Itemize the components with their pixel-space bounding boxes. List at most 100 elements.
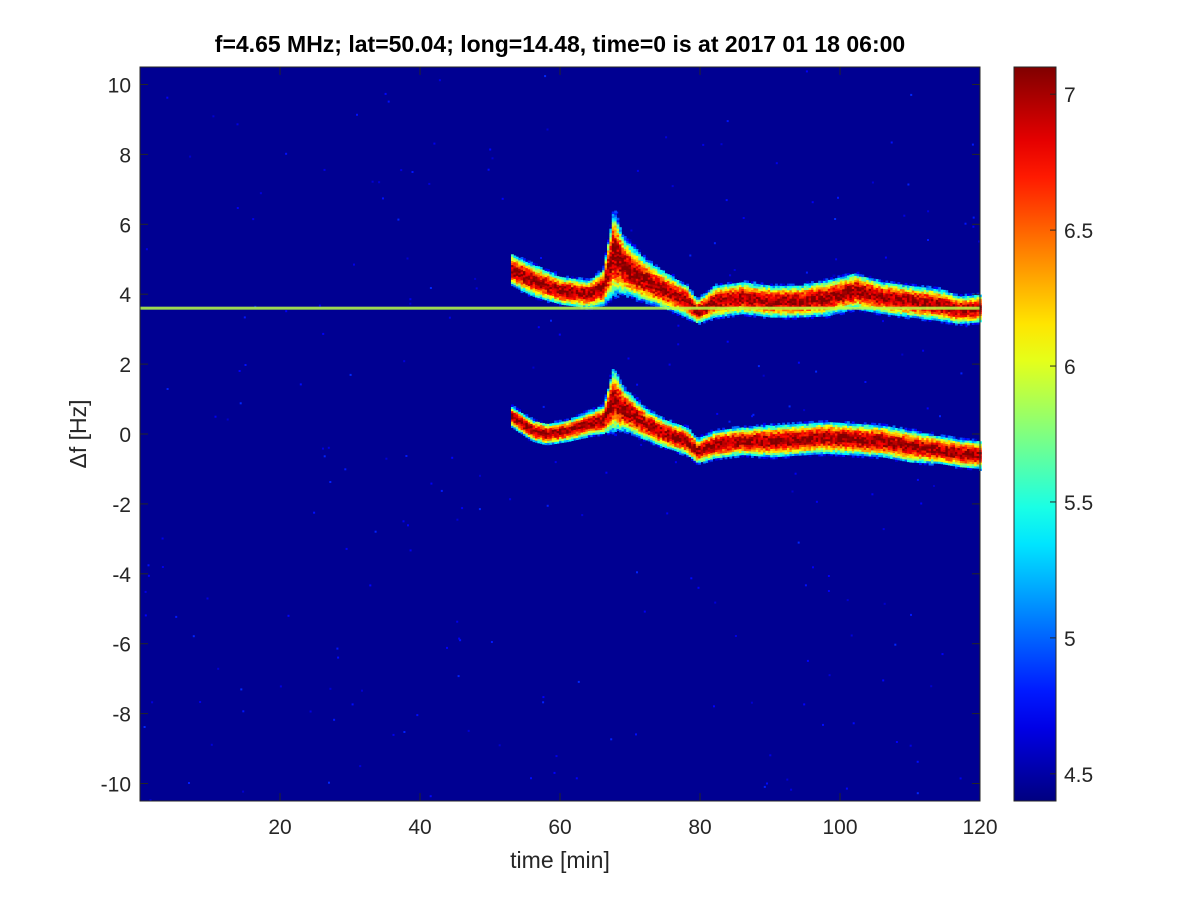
noise-cell bbox=[537, 326, 540, 329]
noise-cell bbox=[630, 229, 633, 232]
heatmap-cell bbox=[921, 314, 925, 317]
heatmap-cell bbox=[527, 438, 531, 442]
heatmap-cell bbox=[657, 277, 661, 281]
heatmap-cell bbox=[693, 308, 697, 312]
heatmap-cell bbox=[628, 258, 632, 261]
heatmap-cell bbox=[691, 454, 694, 457]
heatmap-cell bbox=[535, 290, 538, 294]
heatmap-cell bbox=[527, 436, 531, 440]
heatmap-cell bbox=[566, 275, 569, 279]
heatmap-cell bbox=[686, 427, 689, 430]
heatmap-cell bbox=[583, 427, 586, 430]
heatmap-cell bbox=[650, 300, 653, 304]
heatmap-cell bbox=[515, 269, 519, 272]
heatmap-cell bbox=[753, 315, 757, 318]
heatmap-cell bbox=[693, 304, 697, 307]
heatmap-cell bbox=[847, 283, 850, 286]
heatmap-cell bbox=[554, 435, 557, 438]
heatmap-cell bbox=[911, 311, 915, 314]
heatmap-cell bbox=[748, 283, 752, 286]
heatmap-cell bbox=[537, 436, 541, 440]
heatmap-cell bbox=[863, 283, 867, 286]
heatmap-cell bbox=[556, 434, 560, 438]
heatmap-cell bbox=[580, 304, 584, 308]
heatmap-cell bbox=[803, 300, 807, 303]
heatmap-cell bbox=[808, 293, 812, 297]
heatmap-cell bbox=[626, 247, 629, 250]
heatmap-cell bbox=[743, 284, 747, 287]
heatmap-cell bbox=[619, 250, 622, 253]
heatmap-cell bbox=[539, 277, 543, 280]
heatmap-cell bbox=[971, 318, 975, 321]
heatmap-cell bbox=[621, 276, 625, 279]
heatmap-cell bbox=[911, 313, 915, 316]
noise-cell bbox=[882, 679, 885, 682]
heatmap-cell bbox=[614, 225, 617, 228]
heatmap-cell bbox=[669, 438, 673, 442]
heatmap-cell bbox=[619, 229, 622, 232]
heatmap-cell bbox=[611, 280, 615, 284]
heatmap-cell bbox=[515, 277, 519, 281]
heatmap-cell bbox=[611, 373, 615, 376]
heatmap-cell bbox=[511, 260, 514, 263]
heatmap-cell bbox=[803, 304, 807, 307]
heatmap-cell bbox=[921, 295, 925, 298]
heatmap-cell bbox=[623, 403, 627, 406]
heatmap-cell bbox=[849, 299, 853, 303]
heatmap-cell bbox=[633, 288, 637, 291]
heatmap-cell bbox=[619, 283, 622, 287]
heatmap-cell bbox=[727, 288, 730, 291]
heatmap-cell bbox=[511, 262, 514, 266]
heatmap-cell bbox=[842, 299, 845, 302]
heatmap-cell bbox=[566, 290, 569, 293]
heatmap-cell bbox=[611, 429, 615, 433]
heatmap-cell bbox=[767, 293, 771, 297]
heatmap-cell bbox=[686, 444, 689, 447]
heatmap-cell bbox=[933, 294, 937, 298]
heatmap-cell bbox=[880, 279, 884, 283]
heatmap-cell bbox=[724, 435, 728, 439]
heatmap-cell bbox=[729, 298, 733, 301]
heatmap-cell bbox=[623, 277, 627, 281]
heatmap-cell bbox=[607, 277, 610, 280]
heatmap-cell bbox=[866, 302, 869, 306]
heatmap-cell bbox=[645, 289, 649, 292]
heatmap-cell bbox=[520, 261, 524, 264]
heatmap-cell bbox=[765, 301, 769, 305]
heatmap-cell bbox=[782, 298, 785, 301]
heatmap-cell bbox=[719, 314, 723, 317]
heatmap-cell bbox=[679, 287, 682, 290]
heatmap-cell bbox=[604, 407, 608, 410]
heatmap-cell bbox=[659, 416, 663, 419]
heatmap-cell bbox=[859, 295, 862, 298]
heatmap-cell bbox=[717, 436, 721, 440]
heatmap-cell bbox=[597, 413, 601, 416]
heatmap-cell bbox=[837, 294, 841, 297]
heatmap-cell bbox=[849, 278, 853, 282]
heatmap-cell bbox=[686, 302, 689, 306]
heatmap-cell bbox=[813, 312, 817, 315]
heatmap-cell bbox=[883, 282, 886, 285]
heatmap-cell bbox=[736, 310, 740, 313]
heatmap-cell bbox=[623, 388, 627, 392]
heatmap-cell bbox=[695, 437, 699, 440]
noise-cell bbox=[933, 485, 935, 487]
heatmap-cell bbox=[866, 292, 869, 295]
heatmap-cell bbox=[676, 430, 680, 433]
heatmap-cell bbox=[604, 398, 608, 402]
heatmap-cell bbox=[679, 291, 682, 294]
heatmap-cell bbox=[611, 276, 615, 279]
heatmap-cell bbox=[731, 310, 735, 314]
heatmap-cell bbox=[815, 297, 819, 301]
heatmap-cell bbox=[527, 426, 531, 429]
noise-cell bbox=[467, 729, 470, 732]
heatmap-cell bbox=[717, 432, 721, 435]
heatmap-cell bbox=[904, 316, 908, 319]
noise-cell bbox=[397, 218, 400, 221]
heatmap-cell bbox=[566, 437, 569, 440]
heatmap-cell bbox=[794, 296, 797, 299]
heatmap-cell bbox=[539, 285, 543, 289]
heatmap-cell bbox=[931, 315, 934, 319]
heatmap-cell bbox=[971, 320, 975, 323]
heatmap-cell bbox=[640, 290, 644, 293]
